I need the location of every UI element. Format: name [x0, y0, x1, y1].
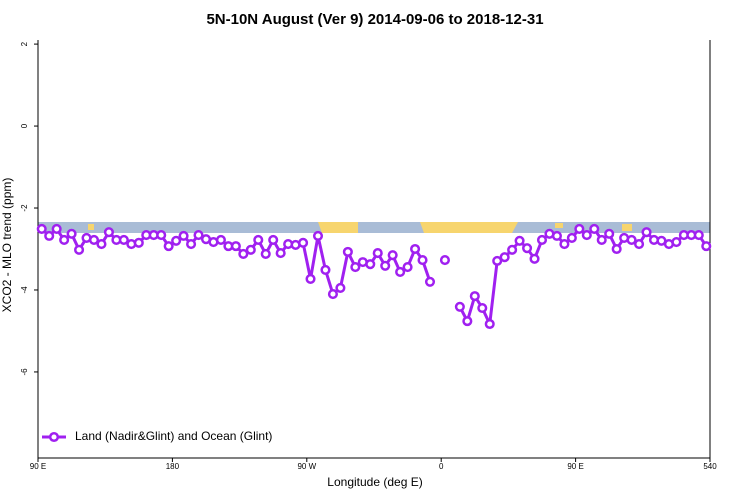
data-point: [514, 235, 525, 246]
data-point: [410, 243, 421, 255]
chart-title: 5N-10N August (Ver 9) 2014-09-06 to 2018…: [206, 11, 543, 28]
data-point: [268, 234, 279, 246]
data-point: [581, 230, 592, 241]
legend-marker: [48, 431, 60, 443]
data-point: [51, 223, 62, 234]
data-point: [193, 230, 204, 241]
data-point: [66, 228, 77, 239]
data-point: [507, 244, 518, 255]
data-point: [589, 223, 600, 234]
y-tick-label: 2: [20, 41, 29, 46]
data-point: [372, 248, 383, 259]
data-point: [186, 239, 197, 250]
data-point: [74, 244, 85, 255]
x-tick-label: 0: [439, 462, 444, 471]
data-point: [163, 241, 174, 252]
data-point: [275, 248, 286, 259]
data-point: [178, 230, 189, 241]
data-point: [536, 234, 548, 246]
data-point: [693, 230, 704, 241]
y-axis-label: XCO2 - MLO trend (ppm): [0, 178, 14, 313]
data-point: [387, 250, 398, 261]
data-point: [312, 230, 324, 241]
data-point: [96, 239, 107, 250]
data-point: [230, 241, 241, 252]
data-point: [641, 227, 652, 238]
data-point: [395, 266, 406, 277]
axis-frame: [37, 40, 711, 459]
x-tick-label: 540: [703, 462, 717, 471]
data-point: [59, 234, 70, 246]
data-point: [671, 236, 682, 248]
data-point: [365, 259, 376, 270]
data-point: [522, 243, 533, 254]
data-point: [462, 316, 473, 327]
map-strip: [38, 222, 710, 233]
data-point: [611, 243, 622, 255]
data-point: [439, 255, 450, 266]
y-tick-label: -2: [20, 204, 29, 212]
data-point: [245, 244, 256, 255]
data-point: [118, 234, 129, 246]
data-point: [171, 235, 182, 246]
data-point: [320, 264, 331, 275]
data-point: [44, 230, 55, 241]
data-point: [701, 241, 712, 252]
data-point: [626, 234, 637, 246]
data-point: [529, 253, 540, 264]
data-point: [342, 246, 353, 257]
legend-label: Land (Nadir&Glint) and Ocean (Glint): [75, 429, 272, 443]
x-tick-label: 90 E: [30, 462, 46, 471]
data-point: [484, 318, 495, 330]
data-point: [477, 302, 488, 314]
data-point: [380, 260, 391, 271]
data-point: [88, 234, 100, 246]
data-point: [133, 237, 144, 248]
data-point: [305, 273, 316, 284]
x-axis-label: Longitude (deg E): [327, 475, 422, 489]
data-point: [596, 234, 607, 246]
data-point: [574, 223, 585, 234]
data-point: [253, 234, 264, 246]
y-tick-label: -4: [20, 286, 29, 294]
data-point: [260, 248, 271, 259]
data-point: [454, 301, 465, 312]
data-point: [492, 255, 503, 266]
data-point: [417, 255, 428, 266]
y-tick-label: 0: [20, 123, 29, 128]
data-point: [103, 227, 114, 238]
data-point: [215, 234, 226, 246]
data-point: [327, 289, 338, 300]
data-point: [559, 239, 570, 250]
data-point: [238, 248, 249, 259]
data-point: [350, 261, 361, 273]
data-point: [551, 230, 562, 241]
data-point: [156, 230, 167, 241]
data-point: [298, 237, 309, 248]
data-point: [499, 252, 510, 263]
data-point: [604, 228, 615, 239]
data-point: [335, 282, 346, 293]
data-point: [424, 276, 436, 287]
data-point: [469, 291, 480, 302]
y-tick-label: -6: [20, 368, 29, 376]
data-point: [634, 239, 645, 250]
x-tick-label: 180: [166, 462, 180, 471]
data-point: [36, 223, 47, 234]
x-tick-label: 90 W: [297, 462, 316, 471]
data-point: [566, 232, 577, 243]
x-tick-label: 90 E: [567, 462, 583, 471]
data-point: [402, 261, 413, 273]
